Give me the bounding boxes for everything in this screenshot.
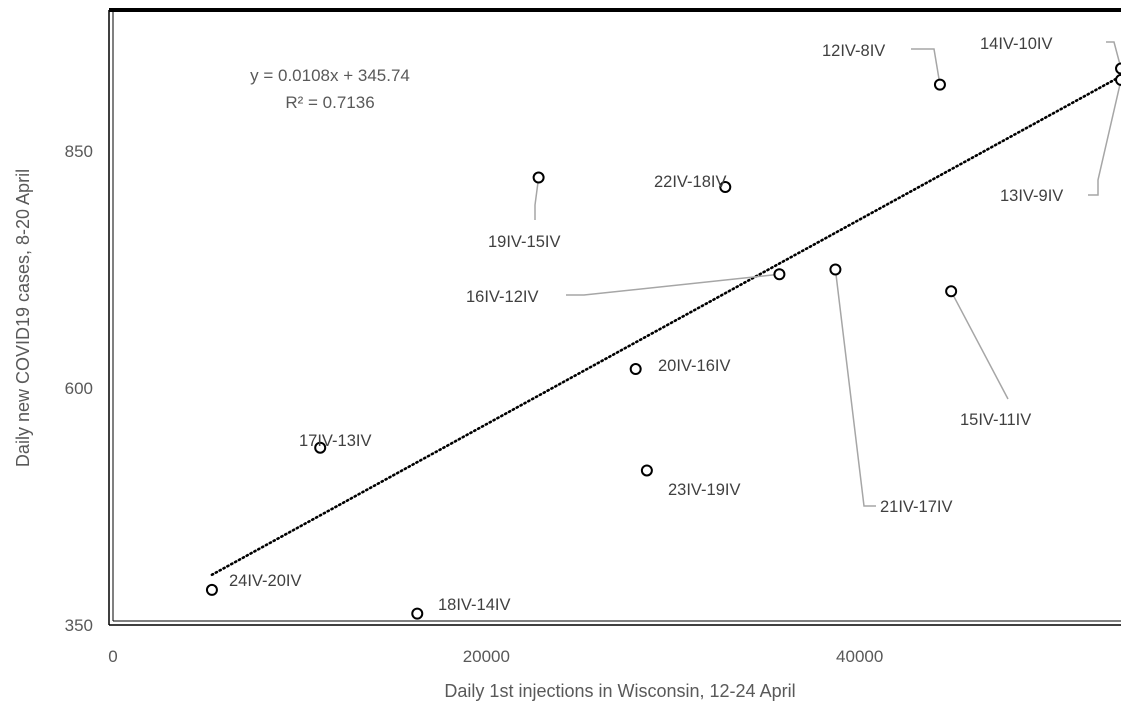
data-point [719,181,732,194]
data-point [411,607,424,620]
leader-line [534,177,540,220]
data-point [945,285,958,298]
x-tick-label: 40000 [836,647,883,666]
leader-line [911,48,941,85]
data-point [640,464,653,477]
point-label: 15IV-11IV [960,411,1031,429]
x-tick-label: 0 [108,647,117,666]
data-point [532,171,545,184]
leader-line [566,273,780,296]
point-label: 19IV-15IV [488,233,560,251]
trendline-r-squared: R² = 0.7136 [285,93,374,112]
trendline [210,74,1121,577]
data-point [829,263,842,276]
y-tick-label: 600 [65,379,93,398]
y-tick-label: 350 [65,616,93,635]
point-label: 18IV-14IV [438,596,510,614]
trendline-equation: y = 0.0108x + 345.74 [250,66,410,85]
point-label: 21IV-17IV [880,498,952,516]
point-label: 23IV-19IV [668,481,740,499]
leader-line [1106,41,1121,69]
point-label: 24IV-20IV [229,572,301,590]
x-axis-title: Daily 1st injections in Wisconsin, 12-24… [444,681,795,701]
data-point [1115,73,1121,86]
point-label: 20IV-16IV [658,357,730,375]
data-point [773,268,786,281]
data-point [205,583,218,596]
data-point [314,441,327,454]
leader-line [950,290,1009,400]
leader-line [834,269,876,507]
leader-line [1088,79,1121,196]
y-axis-title: Daily new COVID19 cases, 8-20 April [13,169,33,467]
y-tick-label: 850 [65,142,93,161]
point-label: 22IV-18IV [654,173,726,191]
data-point [933,78,946,91]
point-label: 16IV-12IV [466,288,538,306]
point-label: 12IV-8IV [822,42,885,60]
point-label: 14IV-10IV [980,35,1052,53]
data-point [629,363,642,376]
point-label: 13IV-9IV [1000,187,1063,205]
x-tick-label: 20000 [463,647,510,666]
data-point [1115,62,1121,75]
point-label: 17IV-13IV [299,432,371,450]
